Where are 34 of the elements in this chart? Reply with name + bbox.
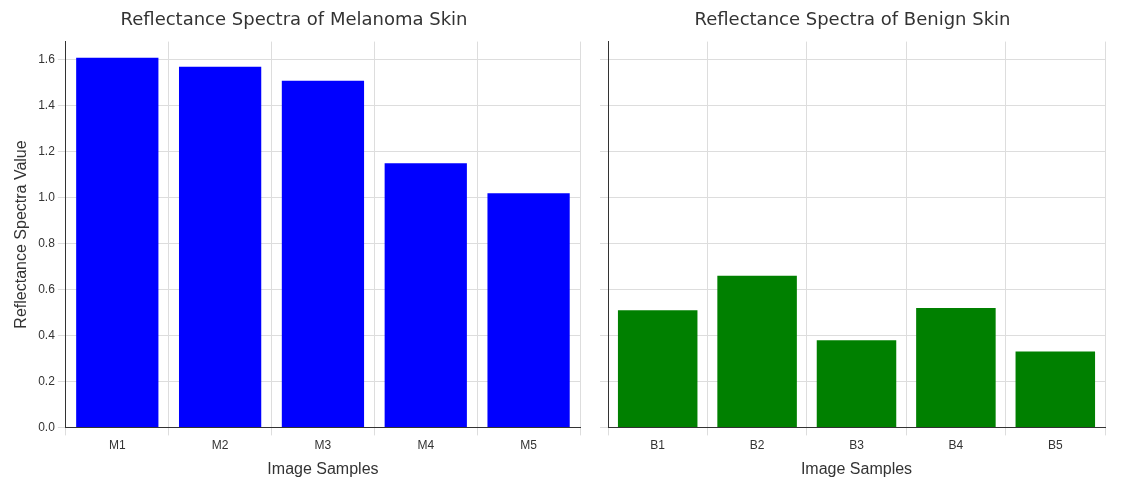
bar <box>384 163 467 427</box>
x-tick-label: M5 <box>520 437 538 452</box>
y-tick-label: 1.4 <box>38 98 56 113</box>
x-tick-label: B2 <box>749 437 765 452</box>
x-tick-label: B5 <box>1047 437 1063 452</box>
y-axis-title: Reflectance Spectra Value <box>12 140 30 329</box>
bar <box>1015 351 1096 427</box>
x-tick-label: M1 <box>108 437 126 452</box>
y-tick-label: 1.0 <box>38 190 56 205</box>
x-tick-label: M3 <box>314 437 332 452</box>
y-tick-label: 0.8 <box>38 236 56 250</box>
y-tick-label: 0.4 <box>38 327 56 342</box>
bar <box>617 310 698 427</box>
bar <box>76 57 159 427</box>
x-axis-title: Image Samples <box>800 459 913 477</box>
bar <box>717 275 797 427</box>
chart-title: Reflectance Spectra of Melanoma Skin <box>120 8 468 30</box>
x-tick-label: B1 <box>650 437 666 452</box>
bar <box>916 307 996 427</box>
y-tick-label: 1.2 <box>38 144 56 159</box>
bar <box>816 340 897 427</box>
chart-title: Reflectance Spectra of Benign Skin <box>694 8 1011 30</box>
y-tick-label: 0.0 <box>38 419 56 434</box>
x-tick-label: M4 <box>417 437 435 452</box>
bar <box>487 193 570 427</box>
x-tick-label: B3 <box>849 437 865 452</box>
bar <box>178 66 262 427</box>
y-tick-label: 0.2 <box>38 373 56 388</box>
x-tick-label: M2 <box>211 437 229 452</box>
bar <box>281 80 365 427</box>
y-tick-label: 0.6 <box>38 281 56 296</box>
x-tick-label: B4 <box>948 437 964 452</box>
y-tick-label: 1.6 <box>38 52 56 67</box>
x-axis-title: Image Samples <box>267 459 379 477</box>
